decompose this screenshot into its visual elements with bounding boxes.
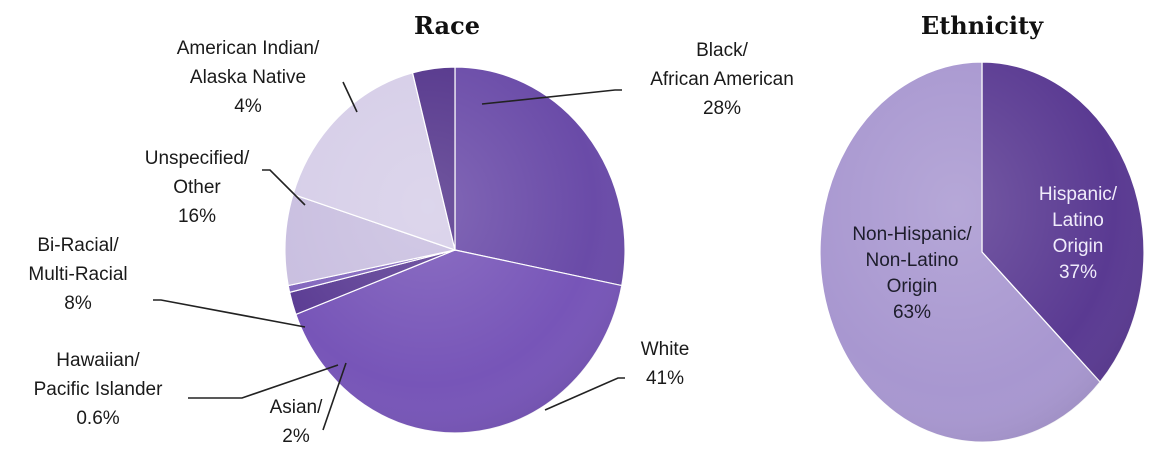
race-chart-title: Race [414,11,480,40]
race-leader-bi-racial-multi-racial [153,299,306,328]
ethnicity-label-non-hispanic-non-latino-origin: Non-Hispanic/Non-Latino Origin 63% [852,224,972,323]
race-label-black-african-american: Black/African American 28% [650,40,794,119]
race-leader-black-african-american [481,89,622,105]
race-leader-asian [322,362,347,431]
race-leader-hawaiian-pacific-islander [188,364,339,399]
race-label-white: White 41% [641,339,690,389]
ethnicity-chart-title: Ethnicity [921,11,1044,40]
race-label-bi-racial-multi-racial: Bi-Racial/Multi-Racial 8% [28,235,127,314]
race-label-hawaiian-pacific-islander: Hawaiian/Pacific Islander 0.6% [34,350,164,429]
race-label-unspecified-other: Unspecified/Other 16% [145,148,250,227]
race-slice-black-african-american [454,66,626,287]
race-leader-american-indian-alaska-native [342,81,358,113]
ethnicity-label-hispanic-latino-origin: Hispanic/Latino Origin 37% [1039,184,1118,283]
race-leader-unspecified-other [262,169,306,206]
race-label-asian: Asian/2% [270,397,324,447]
race-label-american-indian-alaska-native: American Indian/Alaska Native 4% [177,38,320,117]
race-leader-white [544,377,625,411]
